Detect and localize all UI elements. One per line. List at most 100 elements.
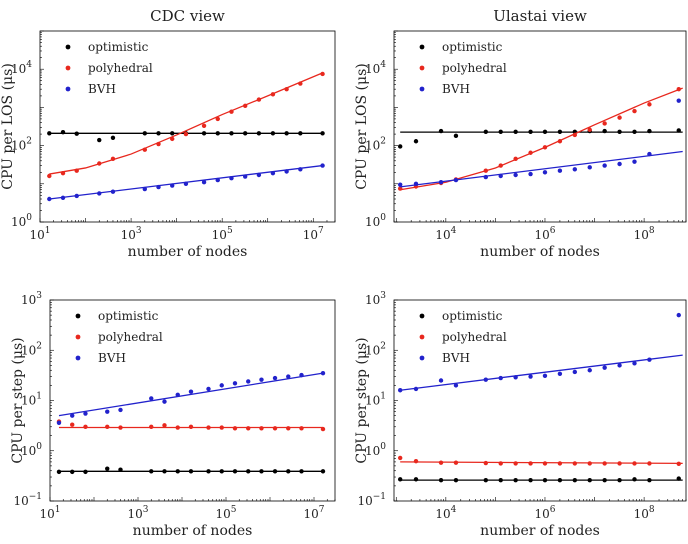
- x-tick-label: 104: [435, 226, 456, 242]
- tick-exponent: 2: [26, 137, 32, 147]
- data-point: [647, 357, 652, 362]
- data-point: [602, 365, 607, 370]
- data-point: [272, 375, 278, 381]
- data-point: [206, 469, 211, 474]
- data-point: [118, 425, 123, 430]
- data-point: [70, 413, 75, 418]
- tick-exponent: 0: [26, 213, 32, 223]
- data-point: [175, 392, 180, 397]
- data-point: [453, 383, 459, 388]
- data-point: [602, 461, 607, 466]
- tick-base: 10: [365, 215, 380, 229]
- x-tick-label: 103: [121, 226, 142, 242]
- data-point: [286, 426, 291, 431]
- data-point: [572, 132, 578, 138]
- data-point: [617, 115, 622, 120]
- legend-label: polyhedral: [88, 61, 153, 75]
- data-point: [286, 469, 291, 474]
- tick-exponent: 6: [550, 505, 556, 515]
- data-point: [74, 193, 79, 199]
- data-point: [246, 469, 251, 474]
- data-point: [175, 425, 180, 430]
- tick-base: 10: [634, 228, 649, 242]
- y-tick-label: 101: [21, 392, 42, 408]
- legend-label: BVH: [442, 82, 470, 96]
- data-point: [229, 109, 234, 114]
- data-point: [299, 426, 304, 431]
- data-point: [542, 477, 548, 483]
- tick-base: 10: [534, 228, 549, 242]
- data-point: [528, 171, 533, 177]
- legend-label: polyhedral: [98, 330, 163, 344]
- data-point: [572, 167, 578, 172]
- legend-label: optimistic: [98, 309, 159, 323]
- data-point: [206, 386, 211, 392]
- data-point: [284, 86, 289, 92]
- x-axis-label: number of nodes: [128, 244, 248, 260]
- tick-base: 10: [29, 228, 44, 242]
- data-point: [676, 128, 681, 133]
- legend-marker: [419, 65, 425, 71]
- tick-base: 10: [303, 507, 318, 521]
- data-point: [232, 469, 238, 474]
- data-point: [162, 423, 167, 428]
- data-point: [513, 156, 518, 162]
- data-point: [142, 186, 148, 192]
- y-tick-label: 103: [365, 291, 386, 307]
- data-point: [97, 161, 102, 166]
- x-axis-label: number of nodes: [133, 523, 253, 539]
- data-point: [201, 123, 207, 128]
- data-point: [483, 168, 488, 173]
- data-point: [149, 396, 154, 401]
- data-point: [572, 477, 578, 483]
- data-point: [215, 131, 220, 136]
- data-point: [617, 161, 622, 167]
- data-point: [647, 461, 652, 466]
- data-point: [498, 173, 503, 179]
- tick-exponent: 1: [380, 392, 386, 402]
- y-tick-label: 104: [11, 60, 32, 76]
- fit-line: [58, 372, 324, 417]
- data-point: [557, 461, 563, 466]
- tick-base: 10: [13, 494, 28, 508]
- tick-base: 10: [435, 228, 450, 242]
- data-point: [162, 469, 167, 474]
- tick-exponent: 1: [55, 505, 61, 515]
- x-tick-label: 107: [303, 505, 324, 521]
- data-point: [602, 128, 607, 134]
- tick-base: 10: [365, 343, 380, 357]
- series-polyhedral: [56, 419, 326, 432]
- tick-base: 10: [534, 507, 549, 521]
- y-tick-label: 10−1: [357, 492, 386, 508]
- data-point: [617, 477, 622, 483]
- data-point: [647, 151, 652, 157]
- x-tick-label: 105: [212, 226, 233, 242]
- data-point: [298, 131, 303, 136]
- data-point: [676, 312, 681, 318]
- data-point: [97, 191, 102, 196]
- y-tick-label: 102: [365, 341, 386, 357]
- data-point: [298, 81, 303, 86]
- legend-marker: [75, 313, 81, 319]
- legend-label: BVH: [98, 351, 126, 365]
- data-point: [284, 131, 289, 136]
- legend-label: optimistic: [442, 309, 503, 323]
- y-tick-label: 100: [21, 442, 42, 458]
- data-point: [557, 139, 563, 144]
- data-point: [219, 425, 224, 430]
- tick-base: 10: [39, 507, 54, 521]
- data-point: [483, 377, 488, 382]
- tick-exponent: 4: [26, 60, 32, 70]
- tick-base: 10: [634, 507, 649, 521]
- tick-base: 10: [121, 228, 136, 242]
- data-point: [215, 177, 220, 183]
- data-point: [647, 477, 652, 483]
- data-point: [498, 477, 503, 483]
- data-point: [110, 156, 116, 162]
- tick-base: 10: [11, 139, 26, 153]
- tick-exponent: 3: [143, 505, 149, 515]
- x-tick-label: 105: [215, 505, 236, 521]
